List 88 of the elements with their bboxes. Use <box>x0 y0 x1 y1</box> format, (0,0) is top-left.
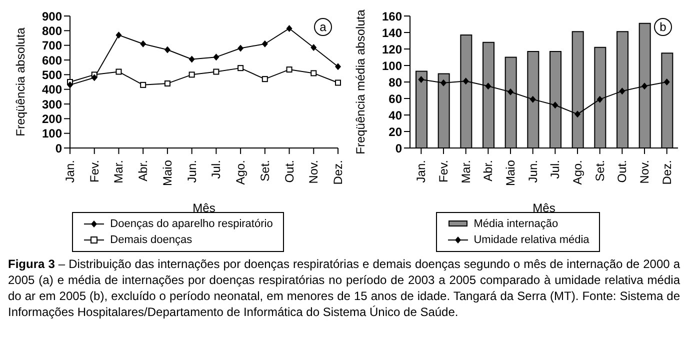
legend-label: Umidade relativa média <box>474 234 590 246</box>
point <box>440 79 446 86</box>
y-tick-label: 700 <box>42 38 62 53</box>
annotation: b <box>654 18 672 36</box>
point <box>238 44 244 52</box>
point <box>262 76 268 82</box>
point <box>552 102 558 109</box>
x-tick-label: Set. <box>592 160 607 182</box>
y-tick-label: 500 <box>42 68 62 82</box>
point <box>262 40 268 48</box>
x-tick-label: Nov. <box>306 160 321 184</box>
point <box>286 24 292 32</box>
annotation: a <box>314 18 332 36</box>
y-tick-label: 140 <box>382 26 402 40</box>
x-tick-label: Abr. <box>481 160 496 182</box>
y-tick-label: 300 <box>42 97 62 112</box>
point <box>335 63 341 70</box>
x-tick-label: Out. <box>282 160 296 183</box>
y-tick-label: 400 <box>42 82 62 97</box>
y-tick-label: 800 <box>42 24 62 38</box>
x-axis-title: Mês <box>192 201 216 215</box>
x-tick-label: Ago. <box>234 160 248 185</box>
point <box>596 96 603 103</box>
y-tick-label: 80 <box>388 75 402 90</box>
x-axis-title: Mês <box>532 201 556 215</box>
point <box>418 76 424 84</box>
x-tick-label: Jun. <box>526 160 540 183</box>
point <box>642 82 648 90</box>
point <box>116 32 122 39</box>
point <box>310 44 317 52</box>
point <box>335 80 341 86</box>
x-tick-label: Jul. <box>548 160 562 179</box>
point <box>116 68 122 75</box>
x-tick-label: Fev. <box>87 160 102 182</box>
legend-label: Demais doenças <box>110 234 192 246</box>
point <box>164 80 170 86</box>
point <box>91 74 98 82</box>
x-tick-label: Mar. <box>112 160 126 184</box>
point <box>67 81 73 88</box>
y-axis-title: Freqüência média absoluta <box>353 9 368 154</box>
y-tick-label: 0 <box>395 141 402 156</box>
x-tick-label: Fev. <box>436 160 450 182</box>
point <box>213 54 220 61</box>
y-tick-label: 0 <box>55 141 62 156</box>
y-tick-label: 200 <box>42 112 62 126</box>
y-tick-label: 120 <box>382 42 402 56</box>
x-tick-label: Set. <box>258 160 272 182</box>
point <box>140 82 146 88</box>
point <box>462 78 469 85</box>
x-tick-label: Nov. <box>638 160 652 184</box>
x-tick-label: Dez. <box>331 160 345 185</box>
y-tick-label: 60 <box>388 92 402 106</box>
x-tick-label: Jul. <box>209 160 224 179</box>
y-axis-title: Freqüência absoluta <box>13 27 28 136</box>
y-tick-label: 160 <box>382 9 402 24</box>
x-tick-label: Mar. <box>458 160 473 184</box>
point <box>188 72 195 78</box>
x-tick-label: Jun. <box>184 160 199 183</box>
text: Figura 3 – Distribuição das internações por doenças respiratórias e demais doenças segundo o mês de internação de 2000 a 2005 (a) e média de internações por doenças respiratórias no período de 2003 a 2005 comparado à umidade relativa média do ar em 2005 (b), excluído o período neonatal, em menores de 15 anos de idade. Tangará da Serra (MT). Fonte: Sistema de Informações Hospitalares/Departamento de Informática do Sistema Único de Saúde. <box>8 256 680 320</box>
point <box>213 68 220 75</box>
x-tick-label: Jan. <box>63 160 77 183</box>
x-tick-label: Ago. <box>570 160 584 185</box>
y-tick-label: 20 <box>388 124 402 139</box>
point <box>485 82 492 90</box>
y-tick-label: 100 <box>42 126 62 141</box>
legend-label: Doenças do aparelho respiratório <box>110 218 273 230</box>
x-tick-label: Out. <box>615 160 630 183</box>
x-tick-label: Maio <box>504 160 518 186</box>
point <box>664 78 670 86</box>
point <box>164 46 170 54</box>
point <box>574 110 580 118</box>
y-tick-label: 40 <box>388 108 402 122</box>
point <box>188 56 195 63</box>
point <box>310 70 317 76</box>
x-tick-label: Maio <box>160 160 174 186</box>
y-tick-label: 600 <box>42 53 62 68</box>
point <box>238 65 244 72</box>
point <box>530 96 536 103</box>
point <box>508 88 514 96</box>
point <box>619 88 626 95</box>
y-tick-label: 900 <box>42 9 62 24</box>
point <box>140 40 146 48</box>
x-tick-label: Abr. <box>136 160 150 182</box>
legend-label: Média internação <box>474 218 558 230</box>
point <box>286 66 292 73</box>
x-tick-label: Dez. <box>660 160 674 185</box>
x-tick-label: Jan. <box>414 160 428 183</box>
y-tick-label: 100 <box>382 58 402 73</box>
